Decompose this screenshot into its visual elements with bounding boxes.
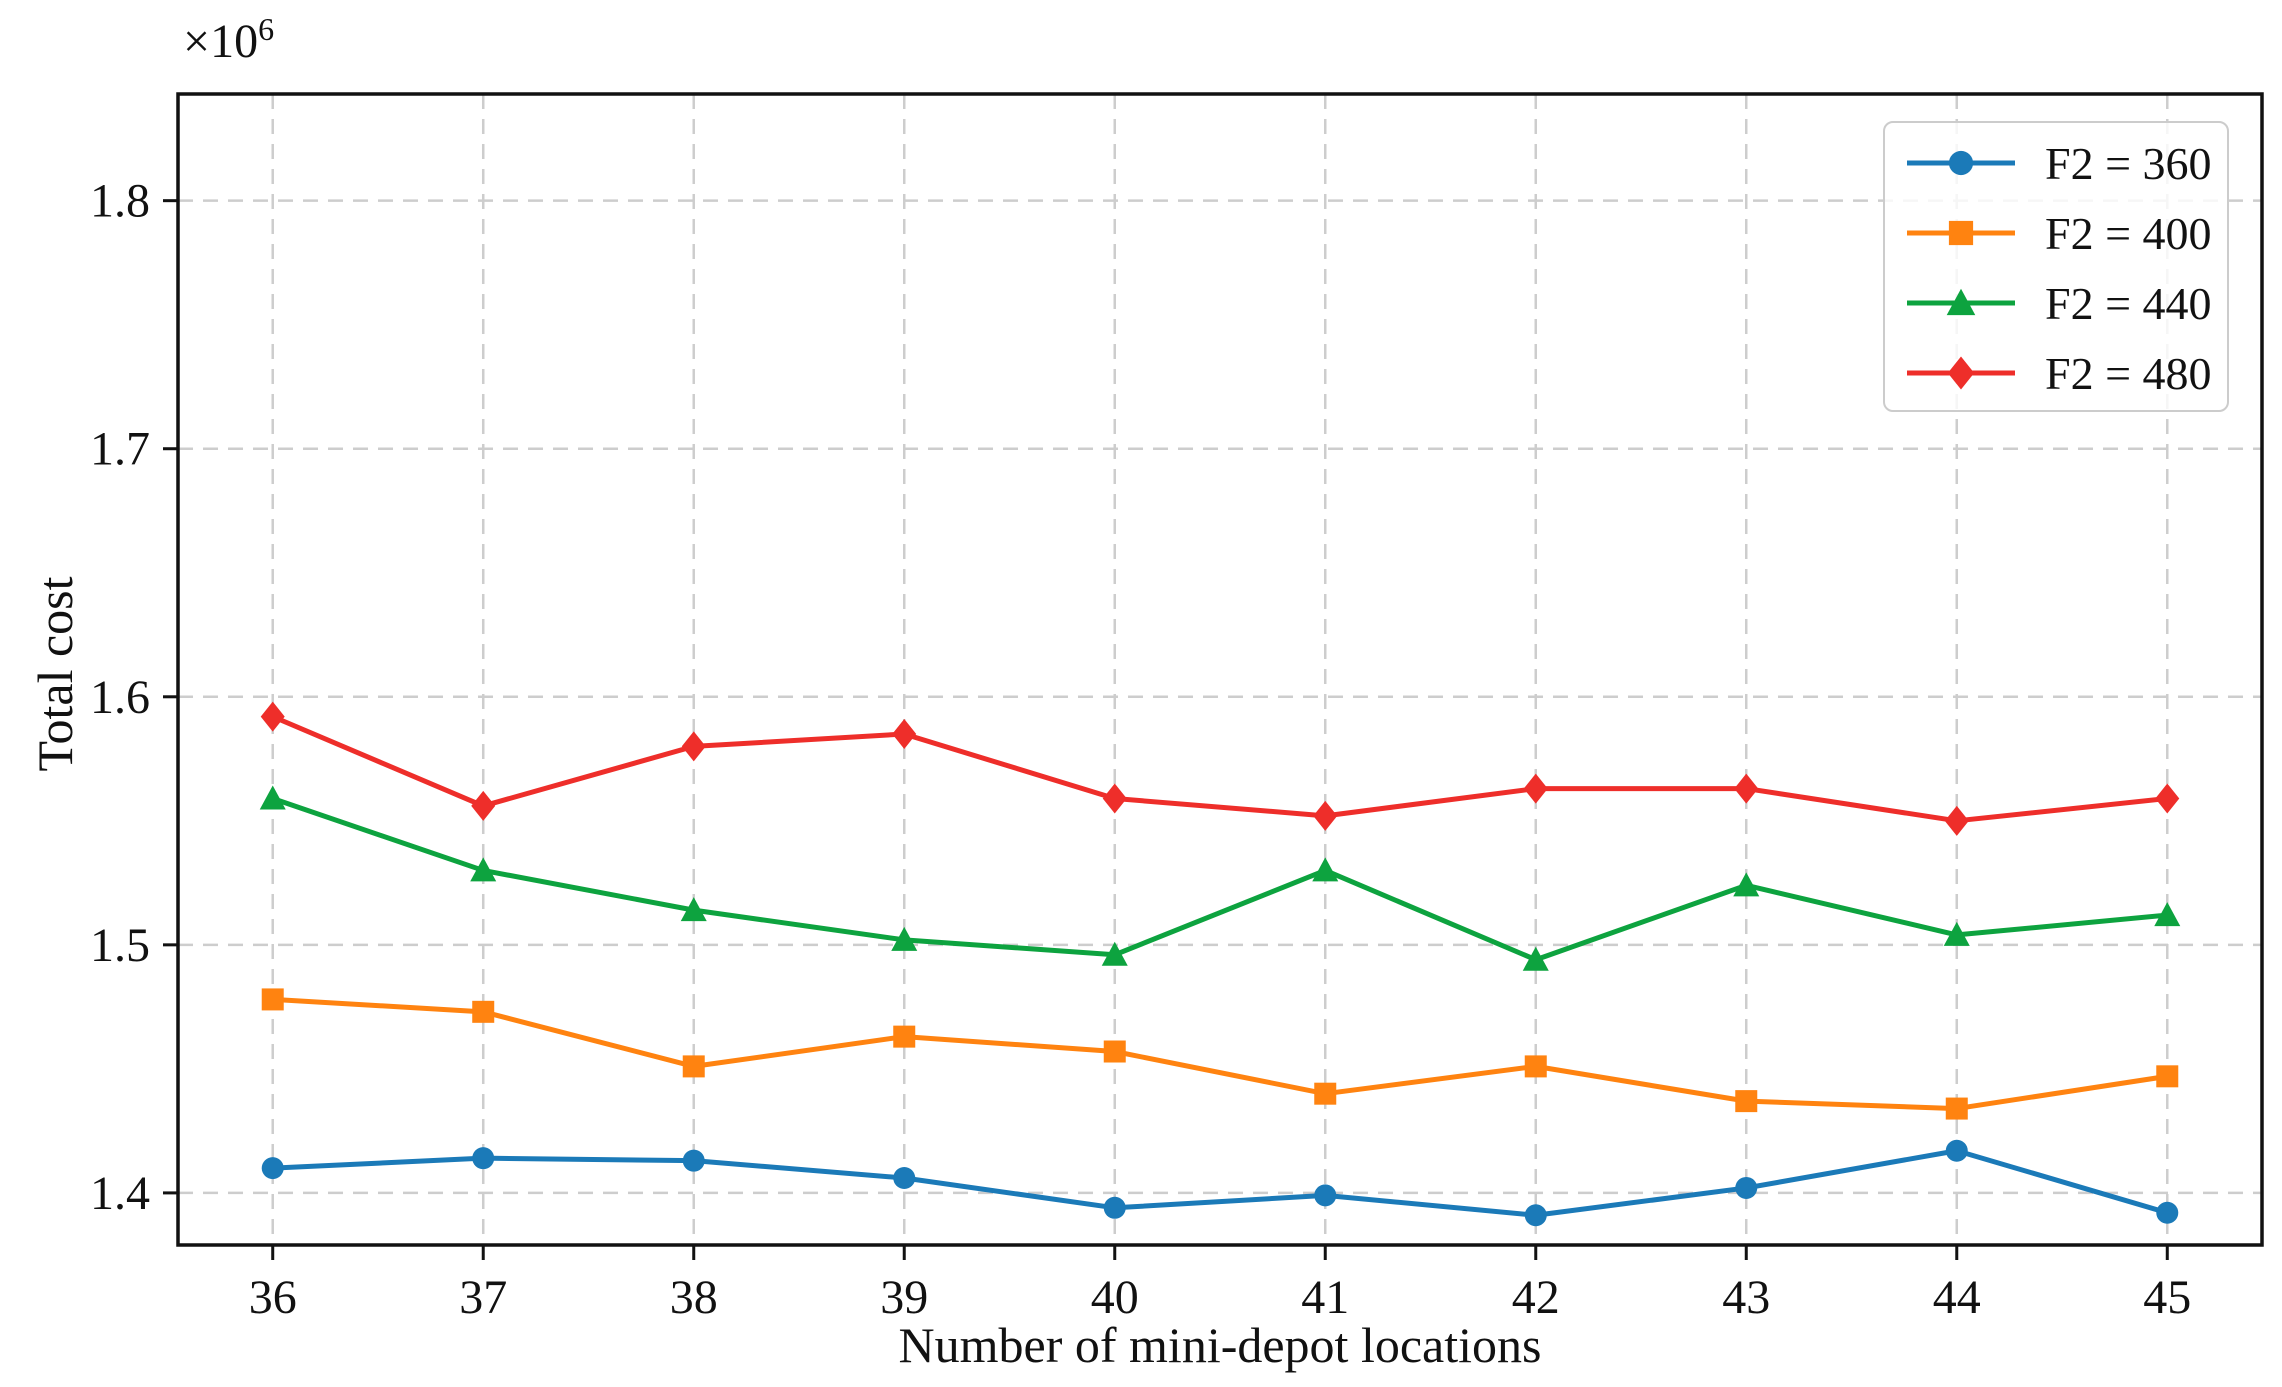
circle-marker [2156, 1201, 2179, 1224]
y-tick-label: 1.7 [90, 423, 150, 476]
triangle-marker [2154, 902, 2181, 927]
circle-marker [1524, 1204, 1547, 1227]
triangle-marker [1101, 941, 1128, 966]
triangle-marker [470, 857, 497, 882]
diamond-marker [260, 701, 285, 732]
circle-marker [1945, 1139, 1968, 1162]
diamond-marker [471, 790, 496, 821]
x-tick-label: 40 [1091, 1271, 1139, 1324]
square-marker [1103, 1040, 1126, 1063]
triangle-marker [891, 926, 918, 951]
triangle-marker [1312, 857, 1339, 882]
square-marker [1945, 1097, 1968, 1120]
x-tick-label: 43 [1722, 1271, 1770, 1324]
triangle-marker [1733, 872, 1760, 897]
circle-marker [472, 1147, 495, 1170]
square-marker [1314, 1082, 1337, 1105]
legend-item: F2 = 480 [1885, 338, 2227, 408]
y-tick-label: 1.5 [90, 919, 150, 972]
legend-item: F2 = 360 [1885, 128, 2227, 198]
legend-item: F2 = 440 [1885, 268, 2227, 338]
triangle-marker [1943, 921, 1970, 946]
series-F2400 [261, 988, 2179, 1120]
circle-marker [261, 1157, 284, 1180]
y-tick-label: 1.6 [90, 671, 150, 724]
square-marker [1735, 1090, 1758, 1113]
y-tick-label: 1.8 [90, 175, 150, 228]
legend-item-label: F2 = 400 [2045, 207, 2212, 259]
diamond-marker [1313, 800, 1338, 831]
diamond-marker [681, 731, 706, 762]
diamond-marker [1944, 805, 1969, 836]
diamond-marker [1102, 783, 1127, 814]
x-tick-label: 45 [2143, 1271, 2191, 1324]
series-line [271, 796, 2168, 963]
legend-diamond-marker-icon [1907, 356, 2015, 390]
diamond-marker [1523, 773, 1548, 804]
legend-item-label: F2 = 360 [2045, 137, 2212, 189]
square-marker [682, 1055, 705, 1078]
circle-marker [1314, 1184, 1337, 1207]
x-tick-label: 36 [249, 1271, 297, 1324]
ticks [163, 199, 2169, 1260]
square-marker [893, 1025, 916, 1048]
y-axis-label: Total cost [27, 576, 83, 772]
y-axis-offset-text: ×106 [183, 11, 275, 69]
offset-exponent: 6 [258, 11, 275, 47]
x-tick-label: 37 [459, 1271, 507, 1324]
offset-base: ×10 [183, 15, 259, 68]
series-F2480 [260, 701, 2180, 836]
square-marker [2156, 1065, 2179, 1088]
legend: F2 = 360 F2 = 400 F2 = 440 F2 = 480 [1883, 121, 2229, 412]
series-F2440 [259, 785, 2181, 971]
circle-marker [1735, 1176, 1758, 1199]
diamond-marker [892, 718, 917, 749]
triangle-marker [680, 897, 707, 922]
legend-item-label: F2 = 480 [2045, 347, 2212, 399]
plot-border [176, 92, 2264, 1247]
circle-marker [682, 1149, 705, 1172]
y-tick-label: 1.4 [90, 1167, 150, 1220]
x-axis-label: Number of mini-depot locations [898, 1317, 1542, 1373]
legend-circle-marker-icon [1907, 150, 2015, 176]
legend-item-label: F2 = 440 [2045, 277, 2212, 329]
triangle-marker [259, 785, 286, 810]
square-marker [472, 1000, 495, 1023]
series-line [272, 996, 2168, 1112]
circle-marker [1103, 1196, 1126, 1219]
x-tick-label: 44 [1933, 1271, 1981, 1324]
circle-marker [893, 1167, 916, 1190]
legend-square-marker-icon [1907, 220, 2015, 246]
legend-item: F2 = 400 [1885, 198, 2227, 268]
series-F2360 [261, 1139, 2179, 1227]
square-marker [1524, 1055, 1547, 1078]
series-line [271, 714, 2168, 824]
x-tick-label: 39 [880, 1271, 928, 1324]
legend-triangle-marker-icon [1907, 288, 2015, 316]
x-tick-label: 41 [1301, 1271, 1349, 1324]
triangle-marker [1522, 946, 1549, 971]
square-marker [261, 988, 284, 1011]
diamond-marker [2155, 783, 2180, 814]
series-line [272, 1148, 2168, 1218]
tick-labels: 36 37 38 39 40 41 42 43 44 45 1.4 1.5 1.6 1.7 1.8 [90, 175, 2191, 1324]
x-tick-label: 42 [1512, 1271, 1560, 1324]
diamond-marker [1734, 773, 1759, 804]
x-tick-label: 38 [670, 1271, 718, 1324]
